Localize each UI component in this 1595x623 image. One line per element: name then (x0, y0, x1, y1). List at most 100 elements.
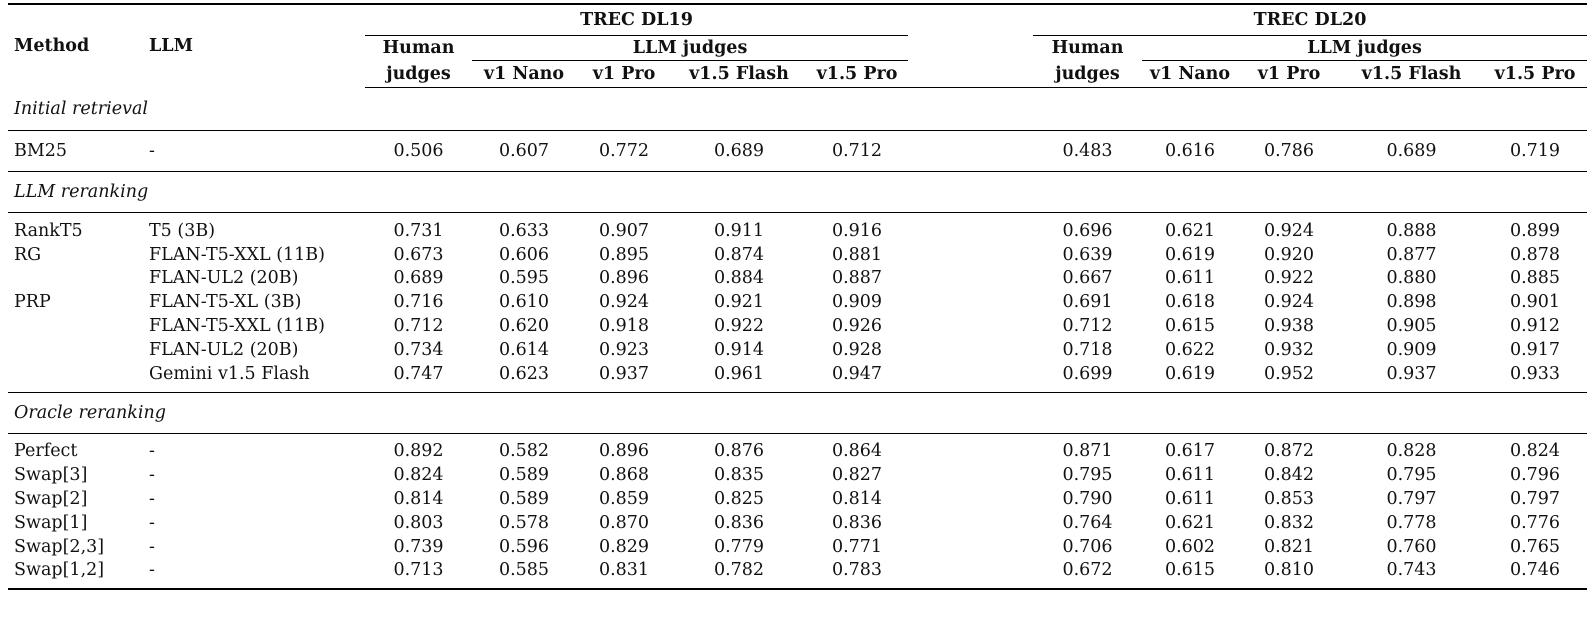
value-cell: 0.871 (1062, 441, 1113, 462)
value-cell: 0.825 (713, 489, 765, 510)
value-cell: 0.828 (1386, 441, 1437, 462)
value-cell: 0.864 (831, 441, 883, 462)
table-row: Swap[3] - 0.824 0.589 0.868 0.835 0.827 0.795 0.… (8, 463, 1587, 487)
value-cell: 0.596 (498, 536, 550, 557)
value-cell: 0.918 (598, 316, 650, 337)
value-cell: 0.712 (1062, 316, 1113, 337)
value-cell: 0.621 (1164, 220, 1216, 241)
value-cell: 0.907 (598, 220, 650, 241)
value-cell: 0.895 (598, 244, 650, 265)
value-cell: 0.881 (831, 244, 883, 265)
value-cell: 0.719 (1483, 130, 1587, 172)
header-llm: LLM (143, 3, 365, 88)
value-cell: 0.614 (498, 339, 550, 360)
value-cell: 0.797 (1509, 489, 1561, 510)
value-cell: 0.743 (1386, 560, 1437, 581)
method-cell: Swap[1,2] (14, 560, 105, 581)
value-cell: 0.731 (393, 220, 444, 241)
method-cell (8, 362, 143, 386)
value-cell: 0.696 (1062, 220, 1113, 241)
value-cell: 0.786 (1238, 130, 1340, 172)
value-cell: 0.836 (713, 512, 765, 533)
llm-cell: FLAN-UL2 (20B) (149, 339, 299, 360)
value-cell: 0.746 (1509, 560, 1561, 581)
method-cell: RankT5 (14, 220, 83, 241)
table-row: Perfect - 0.892 0.582 0.896 0.876 0.864 0.871 0.… (8, 440, 1587, 464)
value-cell: 0.832 (1263, 512, 1315, 533)
value-cell: 0.961 (713, 363, 765, 384)
value-cell: 0.911 (713, 220, 765, 241)
method-cell: Swap[3] (14, 465, 88, 486)
value-cell: 0.824 (393, 465, 444, 486)
value-cell: 0.790 (1062, 489, 1113, 510)
value-cell: 0.892 (393, 441, 444, 462)
value-cell: 0.880 (1386, 268, 1437, 289)
value-cell: 0.914 (713, 339, 765, 360)
column-gap (908, 440, 1033, 464)
value-cell: 0.829 (598, 536, 650, 557)
value-cell: 0.639 (1062, 244, 1113, 265)
value-cell: 0.795 (1062, 465, 1113, 486)
llm-cell: - (149, 465, 155, 486)
column-gap (908, 267, 1033, 291)
value-cell: 0.899 (1509, 220, 1561, 241)
value-cell: 0.633 (498, 220, 550, 241)
header-human-judges-dl20: Human (1051, 38, 1124, 59)
column-gap (908, 219, 1033, 243)
value-cell: 0.870 (598, 512, 650, 533)
table-row: Gemini v1.5 Flash 0.747 0.623 0.937 0.961 0.9… (8, 362, 1587, 386)
value-cell: 0.607 (472, 130, 576, 172)
section-title: LLM reranking (8, 171, 1587, 213)
table-row: FLAN-T5-XXL (11B) 0.712 0.620 0.918 0.922 0.9… (8, 314, 1587, 338)
value-cell: 0.771 (831, 536, 883, 557)
value-cell: 0.924 (1263, 220, 1315, 241)
column-gap (908, 511, 1033, 535)
value-cell: 0.764 (1062, 512, 1113, 533)
header-human-judges-dl20-line2: judges (1033, 60, 1142, 88)
value-cell: 0.859 (598, 489, 650, 510)
table-row: PRP FLAN-T5-XL (3B) 0.716 0.610 0.924 0.921 0.… (8, 290, 1587, 314)
llm-cell: T5 (3B) (149, 220, 216, 241)
method-cell: BM25 (8, 130, 143, 172)
value-cell: 0.616 (1142, 130, 1238, 172)
table-row: BM25-0.506 0.607 0.772 0.689 0.712 0.483 0.616… (8, 130, 1587, 172)
value-cell: 0.611 (1164, 465, 1216, 486)
header-human-judges-dl19: Human (382, 38, 455, 59)
table-row: Swap[2,3] - 0.739 0.596 0.829 0.779 0.771 0.706… (8, 535, 1587, 559)
value-cell: 0.582 (498, 441, 550, 462)
value-cell: 0.615 (1164, 316, 1216, 337)
header-judge-col: v1 Nano (472, 60, 576, 88)
value-cell: 0.611 (1164, 489, 1216, 510)
value-cell: 0.887 (831, 268, 883, 289)
llm-cell: - (149, 441, 155, 462)
header-llm-judges-dl19: LLM judges (472, 35, 908, 61)
column-gap (908, 535, 1033, 559)
value-cell: 0.922 (1263, 268, 1315, 289)
llm-cell: FLAN-UL2 (20B) (149, 268, 299, 289)
results-table: Method LLM TREC DL19 TREC DL20 Human LLM… (8, 3, 1587, 591)
value-cell: 0.884 (713, 268, 765, 289)
value-cell: 0.611 (1164, 268, 1216, 289)
header-judge-col: v1.5 Pro (806, 60, 908, 88)
value-cell: 0.672 (1062, 560, 1113, 581)
value-cell: 0.716 (393, 292, 444, 313)
column-gap (908, 338, 1033, 362)
llm-cell: - (143, 130, 365, 172)
value-cell: 0.814 (393, 489, 444, 510)
method-cell: Perfect (14, 441, 78, 462)
value-cell: 0.623 (498, 363, 550, 384)
value-cell: 0.938 (1263, 316, 1315, 337)
value-cell: 0.589 (498, 489, 550, 510)
llm-cell: FLAN-T5-XXL (11B) (149, 316, 325, 337)
value-cell: 0.610 (498, 292, 550, 313)
value-cell: 0.691 (1062, 292, 1113, 313)
method-cell: Swap[1] (14, 512, 88, 533)
value-cell: 0.795 (1386, 465, 1437, 486)
value-cell: 0.810 (1263, 560, 1315, 581)
value-cell: 0.712 (806, 130, 908, 172)
table-row: Swap[1,2] - 0.713 0.585 0.831 0.782 0.783 0.672… (8, 559, 1587, 583)
value-cell: 0.606 (498, 244, 550, 265)
value-cell: 0.909 (831, 292, 883, 313)
value-cell: 0.779 (713, 536, 765, 557)
